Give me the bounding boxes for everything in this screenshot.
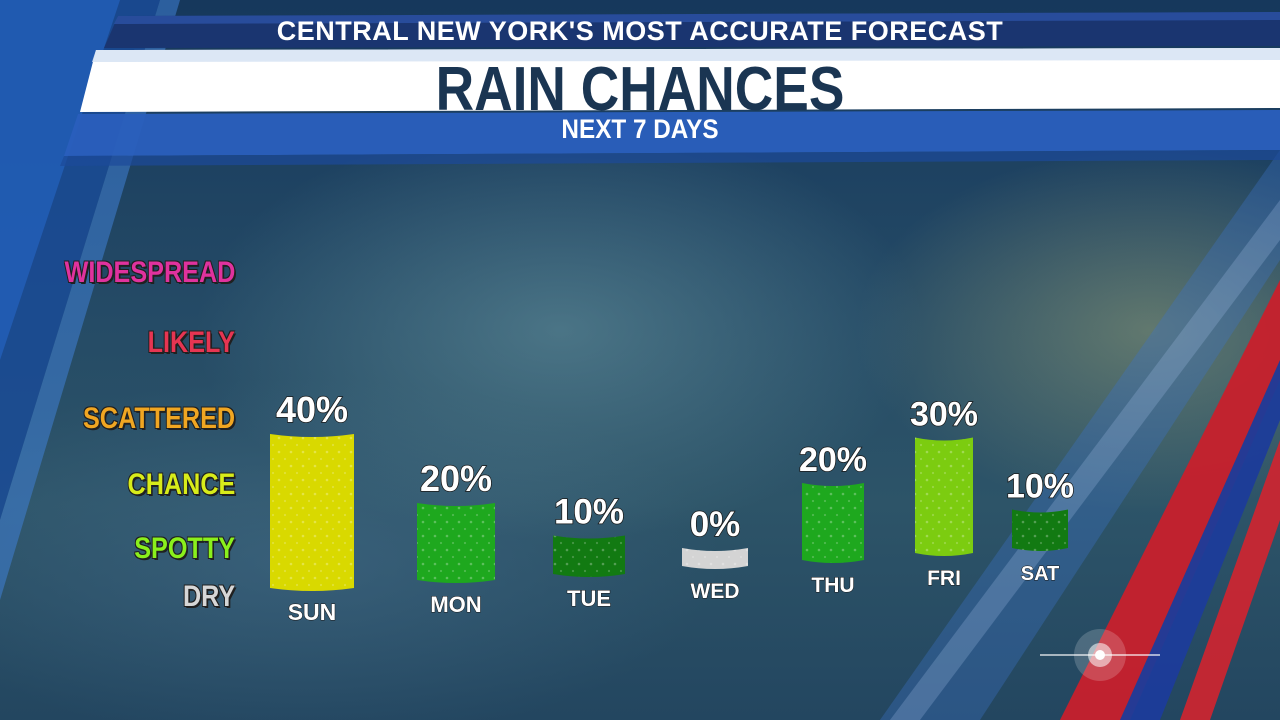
category-label-thu: THU: [811, 574, 854, 597]
header-tagline: CENTRAL NEW YORK'S MOST ACCURATE FORECAS…: [276, 16, 1004, 46]
value-label-thu: 20%: [799, 441, 867, 479]
scale-label-spotty: SPOTTY: [134, 532, 235, 565]
category-label-tue: TUE: [567, 586, 611, 611]
page-subtitle: NEXT 7 DAYS: [561, 114, 719, 144]
scale-label-widespread: WIDESPREAD: [64, 256, 235, 289]
value-label-mon: 20%: [420, 458, 492, 499]
bar-texture-fri: [915, 437, 973, 556]
bar-texture-wed: [682, 548, 748, 569]
bar-texture-mon: [417, 503, 495, 583]
category-label-fri: FRI: [927, 567, 961, 590]
bar-texture-tue: [553, 535, 625, 577]
bar-texture-sun: [270, 434, 354, 591]
scale-label-chance: CHANCE: [127, 468, 235, 501]
value-label-sun: 40%: [276, 389, 348, 430]
category-label-sat: SAT: [1021, 563, 1060, 585]
bar-texture-sat: [1012, 509, 1068, 551]
page-title: RAIN CHANCES: [435, 55, 845, 124]
value-label-wed: 0%: [690, 505, 741, 544]
category-label-sun: SUN: [288, 599, 337, 625]
scale-label-scattered: SCATTERED: [82, 402, 235, 435]
value-label-sat: 10%: [1006, 468, 1074, 506]
value-label-fri: 30%: [910, 396, 978, 434]
bar-texture-thu: [802, 483, 864, 563]
scale-label-likely: LIKELY: [147, 326, 235, 359]
category-label-mon: MON: [430, 592, 481, 617]
scale-label-dry: DRY: [182, 580, 235, 613]
category-label-wed: WED: [691, 580, 740, 603]
value-label-tue: 10%: [554, 493, 624, 532]
